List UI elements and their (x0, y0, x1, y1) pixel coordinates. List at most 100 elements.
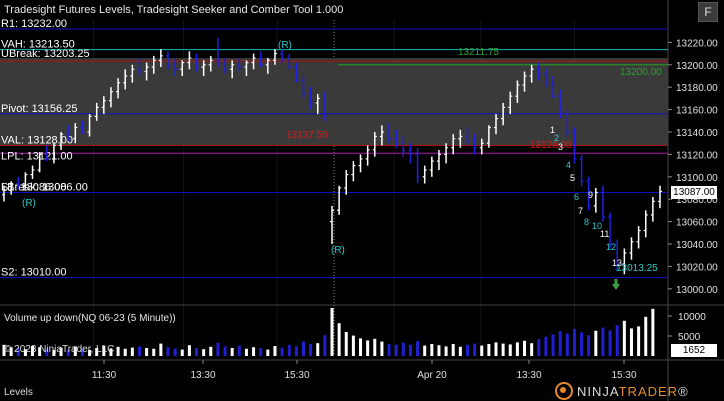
seeker-digit-10: 10 (592, 221, 602, 231)
seeker-digit-8: 8 (584, 217, 589, 227)
volume-bar-55 (394, 344, 398, 356)
volume-bar-64 (458, 346, 462, 356)
volume-bar-41 (294, 346, 298, 356)
volume-bar-80 (572, 328, 576, 356)
volume-bar-6 (45, 348, 49, 356)
seeker-digit-3: 3 (558, 142, 563, 152)
volume-bar-85 (608, 330, 612, 356)
green-value-label: 13211.75 (458, 47, 499, 58)
volume-bar-25 (180, 349, 184, 356)
volume-bar-81 (580, 332, 584, 356)
seeker-digit-12: 12 (606, 242, 616, 252)
volume-bar-23 (166, 347, 170, 356)
level-label-0: R1: 13232.00 (1, 18, 67, 30)
level-label-5: LPL: 13121.00 (1, 150, 73, 162)
volume-bar-58 (416, 341, 420, 356)
volume-bar-4 (31, 346, 35, 356)
time-tick-label-1: 13:30 (190, 370, 215, 381)
price-tick-label-0: 13220.00 (676, 38, 718, 49)
volume-bar-70 (501, 343, 505, 356)
volume-bar-37 (266, 349, 270, 356)
low-value-label: 13013.25 (616, 263, 658, 274)
seeker-digit-5: 5 (570, 173, 575, 183)
r-marker-3: (R) (331, 245, 345, 256)
red-value-label-1: 13137.50 (286, 130, 328, 141)
volume-bar-50 (359, 338, 363, 356)
volume-bar-84 (601, 327, 605, 356)
volume-bar-78 (558, 331, 562, 356)
seeker-digit-9: 9 (588, 190, 593, 200)
format-button[interactable]: F (698, 2, 718, 22)
r-marker-1: (R) (278, 40, 292, 51)
price-bars (2, 37, 662, 275)
volume-bar-27 (195, 348, 199, 356)
volume-bar-15 (109, 348, 113, 356)
volume-bar-18 (130, 347, 134, 356)
volume-bar-45 (323, 335, 327, 356)
volume-bar-53 (380, 341, 384, 356)
current-price-marker: 13087.00 (671, 186, 717, 199)
seeker-digit-6: 6 (574, 192, 579, 202)
price-tick-label-2: 13180.00 (676, 83, 718, 94)
volume-bar-91 (651, 308, 655, 356)
level-label-2: UBreak: 13203.25 (1, 48, 90, 60)
volume-bar-31 (223, 346, 227, 356)
volume-bar-28 (202, 349, 206, 356)
level-label-7: LBreak: 13086.00 (1, 181, 88, 193)
volume-bar-90 (644, 316, 648, 356)
price-tick-label-4: 13140.00 (676, 128, 718, 139)
volume-bar-26 (187, 345, 191, 356)
level-label-8: S2: 13010.00 (1, 267, 66, 279)
volume-bar-57 (408, 344, 412, 356)
volume-bar-66 (473, 343, 477, 356)
volume-bar-34 (244, 348, 248, 356)
volume-bar-30 (216, 342, 220, 356)
volume-bar-10 (73, 346, 77, 356)
level-label-1: VAH: 13213.50 (1, 39, 75, 51)
volume-bar-75 (537, 339, 541, 356)
seeker-digit-11: 11 (600, 229, 609, 239)
volume-bar-17 (123, 348, 127, 356)
seeker-digit-7: 7 (578, 206, 583, 216)
seeker-digit-4: 4 (566, 160, 571, 170)
volume-bar-60 (430, 344, 434, 356)
volume-bar-47 (337, 323, 341, 356)
volume-bar-65 (465, 344, 469, 356)
time-tick-label-3: Apr 20 (417, 370, 447, 381)
levels-tab[interactable]: Levels (4, 387, 33, 398)
volume-bar-24 (173, 348, 177, 356)
volume-bar-62 (444, 346, 448, 356)
time-tick-label-2: 15:30 (284, 370, 309, 381)
chart-title: Tradesight Futures Levels, Tradesight Se… (4, 4, 344, 16)
price-tick-label-11: 13000.00 (676, 285, 718, 296)
price-tick-label-5: 13120.00 (676, 150, 718, 161)
volume-bar-86 (615, 325, 619, 356)
volume-bar-39 (280, 347, 284, 356)
volume-bar-73 (523, 340, 527, 356)
volume-bar-88 (629, 328, 633, 356)
logo-ninja: NINJA (577, 384, 619, 399)
volume-bar-67 (480, 345, 484, 356)
volume-bar-8 (59, 347, 63, 356)
price-tick-label-3: 13160.00 (676, 106, 718, 117)
level-label-6: S1: 13086.00 (1, 181, 66, 193)
logo-suffix: ® (678, 384, 689, 399)
volume-bar-72 (515, 342, 519, 356)
volume-bar-43 (309, 344, 313, 356)
volume-bar-7 (52, 350, 56, 356)
volume-bar-56 (401, 342, 405, 356)
copyright-text: © 2023 NinjaTrader, LLC (4, 344, 115, 355)
volume-bar-46 (330, 308, 334, 356)
volume-tick-label-1: 5000 (678, 332, 701, 343)
level-label-4: VAL: 13128.00 (1, 134, 73, 146)
volume-bar-29 (209, 346, 213, 356)
volume-bar-5 (38, 347, 42, 356)
volume-bar-12 (88, 350, 92, 356)
red-value-label-2: 13128.00 (530, 140, 572, 151)
volume-panel-label: Volume up down(NQ 06-23 (5 Minute)) (4, 313, 176, 324)
price-tick-label-8: 13060.00 (676, 218, 718, 229)
volume-bar-63 (451, 344, 455, 356)
volume-bar-9 (66, 349, 70, 356)
